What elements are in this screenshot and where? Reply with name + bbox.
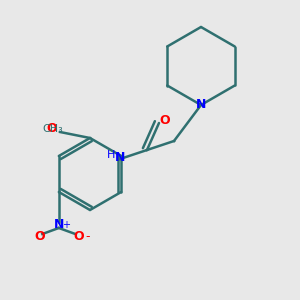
Text: O: O <box>73 230 84 244</box>
Text: N: N <box>115 151 125 164</box>
Text: +: + <box>62 220 70 230</box>
Text: N: N <box>54 218 64 232</box>
Text: O: O <box>34 230 45 244</box>
Text: O: O <box>46 122 57 136</box>
Text: O: O <box>160 113 170 127</box>
Text: N: N <box>196 98 206 112</box>
Text: H: H <box>107 149 115 160</box>
Text: -: - <box>85 230 90 244</box>
Text: CH₃: CH₃ <box>42 124 63 134</box>
